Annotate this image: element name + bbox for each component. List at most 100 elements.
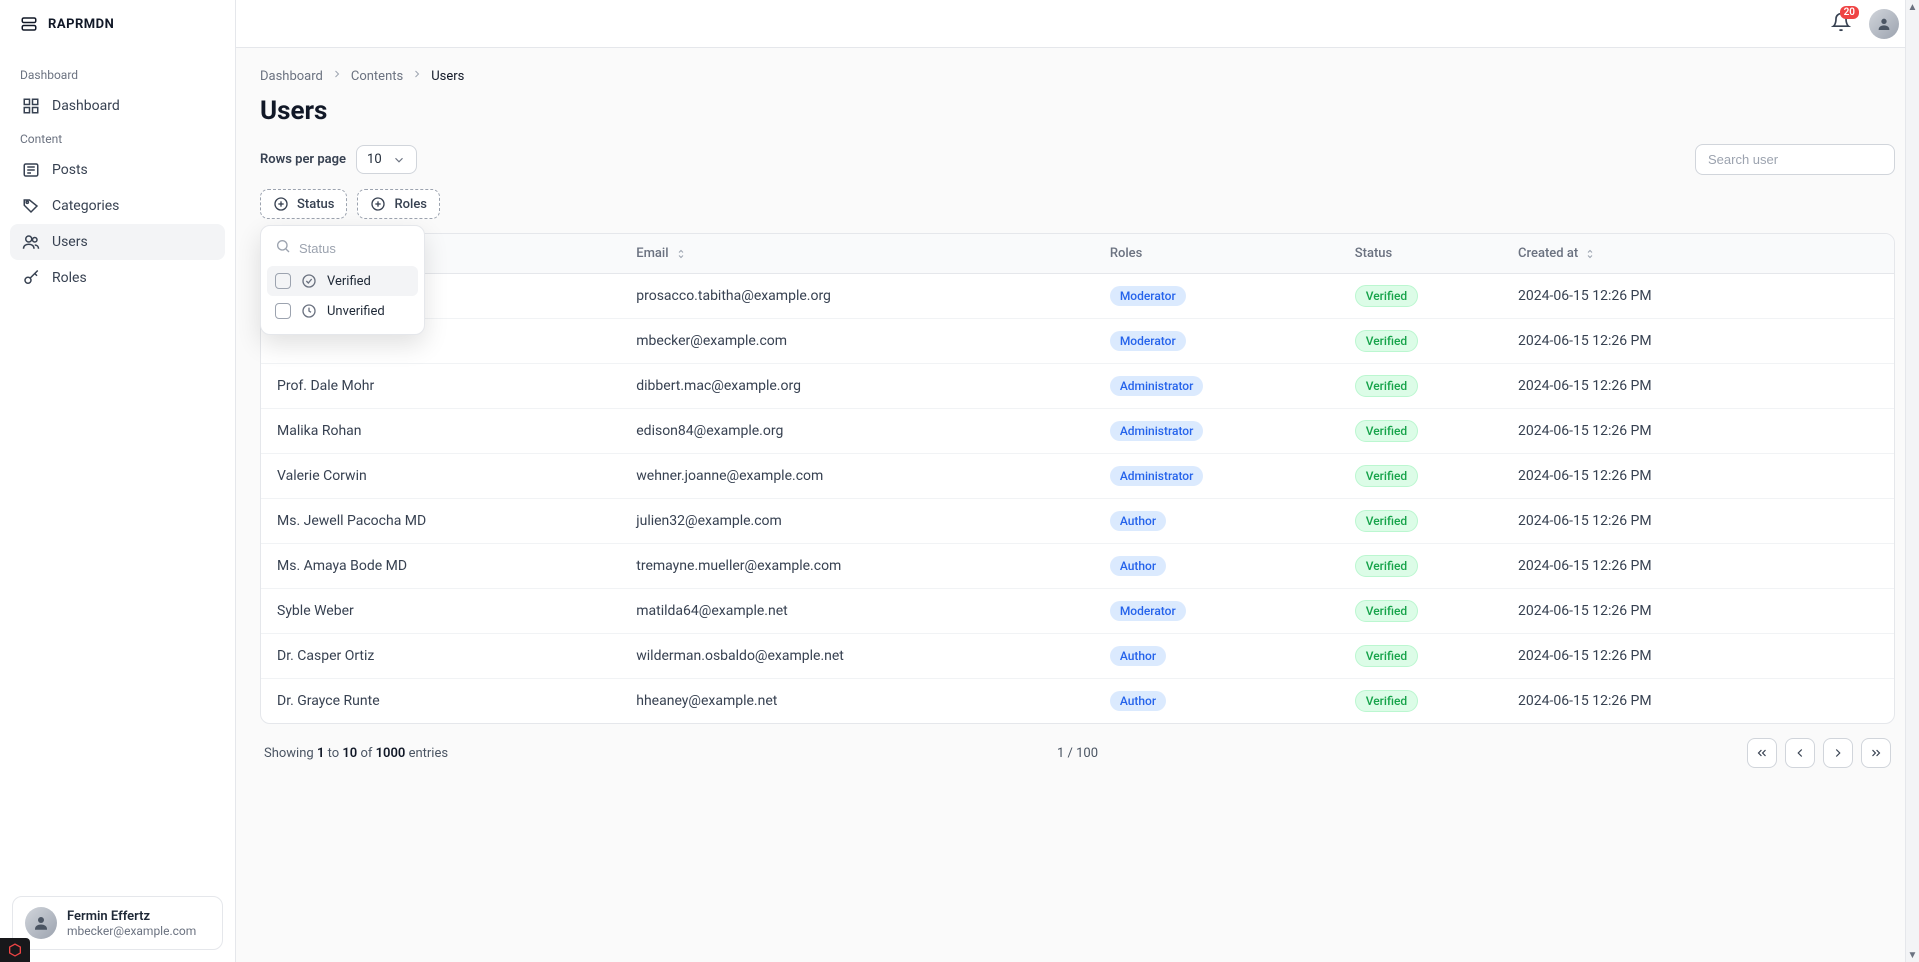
rows-per-page-label: Rows per page [260,152,346,167]
status-badge: Verified [1355,285,1418,307]
status-badge: Verified [1355,420,1418,442]
breadcrumb-item: Users [431,69,464,84]
cell-roles: Moderator [1094,274,1339,319]
status-option-label: Verified [327,274,371,289]
status-badge: Verified [1355,510,1418,532]
notifications-button[interactable]: 20 [1831,12,1851,36]
page-title: Users [260,96,1895,126]
cell-name: Ms. Amaya Bode MD [261,544,620,589]
top-avatar[interactable] [1869,9,1899,39]
table-row[interactable]: prosacco.tabitha@example.org Moderator Ver… [261,274,1894,319]
chevron-right-icon [411,68,423,84]
check-circle-icon [301,273,317,289]
pager-last[interactable] [1861,738,1891,768]
cell-created: 2024-06-15 12:26 PM [1502,499,1894,544]
sidebar-item-users[interactable]: Users [10,224,225,260]
status-option-unverified[interactable]: Unverified [267,296,418,326]
cell-created: 2024-06-15 12:26 PM [1502,454,1894,499]
filter-status[interactable]: Status [260,189,347,219]
notifications-badge: 20 [1840,6,1859,19]
breadcrumb-item[interactable]: Contents [351,69,403,84]
status-filter-search[interactable] [299,241,410,256]
filter-status-label: Status [297,197,334,212]
status-badge: Verified [1355,555,1418,577]
role-badge: Moderator [1110,286,1186,306]
table-row[interactable]: Valerie Corwinwehner.joanne@example.comA… [261,454,1894,499]
cell-status: Verified [1339,364,1502,409]
users-table: NameEmailRolesStatusCreated at prosacco.… [260,233,1895,724]
pager-first[interactable] [1747,738,1777,768]
breadcrumb-item[interactable]: Dashboard [260,69,323,84]
sidebar-item-categories[interactable]: Categories [10,188,225,224]
plus-circle-icon [370,196,386,212]
laravel-icon [7,942,23,958]
status-option-verified[interactable]: Verified [267,266,418,296]
table-row[interactable]: Prof. Dale Mohrdibbert.mac@example.orgAd… [261,364,1894,409]
status-badge: Verified [1355,645,1418,667]
role-badge: Administrator [1110,421,1204,441]
table-row[interactable]: Ms. Amaya Bode MDtremayne.mueller@exampl… [261,544,1894,589]
status-badge: Verified [1355,600,1418,622]
sidebar-item-label: Users [52,234,88,250]
cell-email: mbecker@example.com [620,319,1094,364]
column-header-email[interactable]: Email [620,234,1094,274]
filter-roles[interactable]: Roles [357,189,440,219]
chevrons-right-icon [1869,746,1883,760]
sidebar-item-posts[interactable]: Posts [10,152,225,188]
checkbox[interactable] [275,303,291,319]
status-badge: Verified [1355,690,1418,712]
cell-created: 2024-06-15 12:26 PM [1502,589,1894,634]
cell-created: 2024-06-15 12:26 PM [1502,319,1894,364]
cell-created: 2024-06-15 12:26 PM [1502,634,1894,679]
status-badge: Verified [1355,465,1418,487]
cell-roles: Author [1094,679,1339,724]
table-row[interactable]: Ms. Jewell Pacocha MDjulien32@example.co… [261,499,1894,544]
cell-roles: Administrator [1094,409,1339,454]
chevrons-left-icon [1755,746,1769,760]
pager-prev[interactable] [1785,738,1815,768]
cell-email: wehner.joanne@example.com [620,454,1094,499]
column-header-created[interactable]: Created at [1502,234,1894,274]
plus-circle-icon [273,196,289,212]
clock-icon [301,303,317,319]
sidebar-item-label: Categories [52,198,119,214]
scroll-down-icon[interactable]: ▼ [1906,948,1919,962]
chevron-right-icon [1831,746,1845,760]
table-row[interactable]: mbecker@example.comModeratorVerified2024… [261,319,1894,364]
pager-next[interactable] [1823,738,1853,768]
nav-section-label: Content [10,124,225,152]
cell-email: tremayne.mueller@example.com [620,544,1094,589]
cell-email: wilderman.osbaldo@example.net [620,634,1094,679]
pagination-summary: Showing 1 to 10 of 1000 entries [264,746,448,761]
role-badge: Moderator [1110,601,1186,621]
sidebar-item-roles[interactable]: Roles [10,260,225,296]
tag-icon [22,197,40,215]
checkbox[interactable] [275,273,291,289]
cell-roles: Author [1094,544,1339,589]
scrollbar[interactable]: ▲ ▼ [1905,0,1919,962]
sidebar-item-label: Dashboard [52,98,120,114]
cell-status: Verified [1339,454,1502,499]
cell-name: Valerie Corwin [261,454,620,499]
table-row[interactable]: Dr. Casper Ortizwilderman.osbaldo@exampl… [261,634,1894,679]
search-input[interactable] [1695,144,1895,175]
cell-roles: Administrator [1094,454,1339,499]
brand[interactable]: RAPRMDN [0,0,235,48]
cell-status: Verified [1339,319,1502,364]
dev-badge[interactable] [0,938,30,962]
table-row[interactable]: Malika Rohanedison84@example.orgAdminist… [261,409,1894,454]
cell-email: julien32@example.com [620,499,1094,544]
sidebar-item-dashboard[interactable]: Dashboard [10,88,225,124]
person-icon [1876,16,1892,32]
status-option-label: Unverified [327,304,385,319]
cell-created: 2024-06-15 12:26 PM [1502,364,1894,409]
scroll-up-icon[interactable]: ▲ [1906,0,1919,14]
current-user-card[interactable]: Fermin Effertz mbecker@example.com [12,896,223,950]
rows-per-page-select[interactable]: 10 [356,145,417,174]
cell-email: prosacco.tabitha@example.org [620,274,1094,319]
chevron-right-icon [331,68,343,84]
table-row[interactable]: Dr. Grayce Runtehheaney@example.netAutho… [261,679,1894,724]
cell-created: 2024-06-15 12:26 PM [1502,409,1894,454]
table-row[interactable]: Syble Webermatilda64@example.netModerato… [261,589,1894,634]
breadcrumb: Dashboard Contents Users [260,68,1895,84]
